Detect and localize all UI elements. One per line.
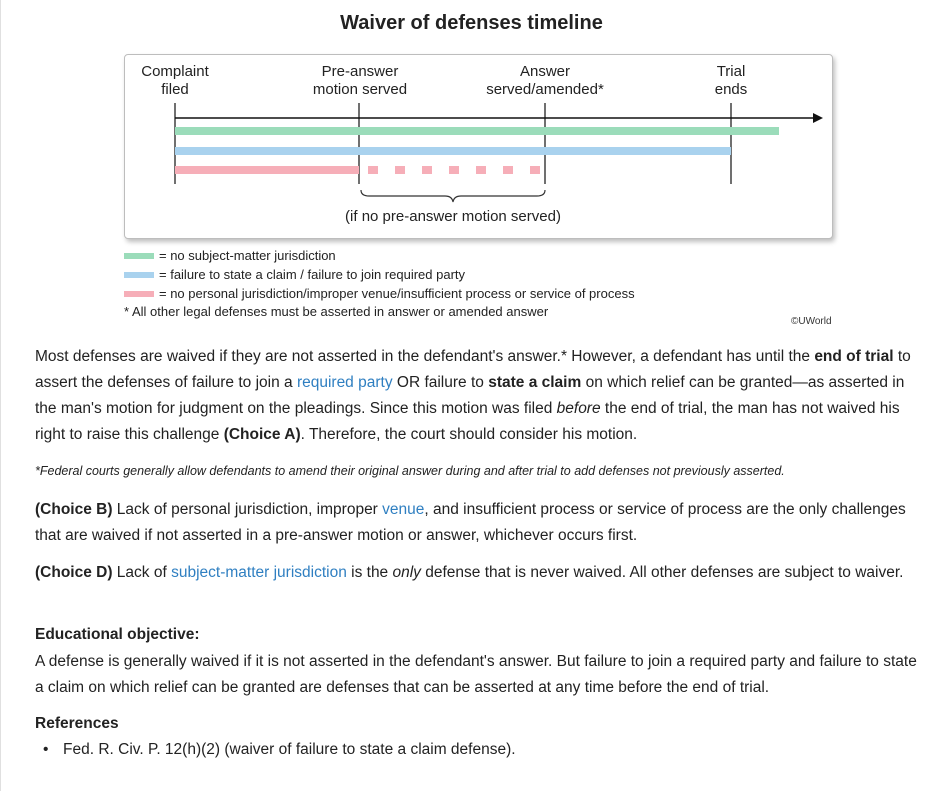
legend-label: = no personal jurisdiction/improper venu… (159, 286, 635, 301)
legend-item: = failure to state a claim / failure to … (124, 265, 635, 284)
legend-note: * All other legal defenses must be asser… (124, 304, 549, 319)
bar-failure-to-state-claim (175, 147, 731, 155)
milestone-label-complaint: Complaint filed (141, 63, 209, 98)
reference-item: • Fed. R. Civ. P. 12(h)(2) (waiver of fai… (35, 741, 516, 759)
choice-d-paragraph: (Choice D) Lack of subject-matter jurisd… (35, 564, 904, 581)
bar-personal-jurisdiction-dashed (368, 166, 540, 174)
brace-label: (if no pre-answer motion served) (345, 208, 561, 225)
venue-link[interactable]: venue (382, 501, 425, 518)
objective-heading: Educational objective: (35, 626, 200, 643)
legend-label: = failure to state a claim / failure to … (159, 267, 466, 282)
milestone-label-answer: Answer served/amended* (486, 63, 604, 98)
legend-item: = no subject-matter jurisdiction (124, 246, 635, 265)
bar-personal-jurisdiction (175, 166, 359, 174)
references-list: • Fed. R. Civ. P. 12(h)(2) (waiver of fai… (35, 741, 516, 759)
timeline-diagram (174, 103, 823, 203)
diagram-frame (124, 54, 833, 239)
milestone-label-trial-ends: Trial ends (714, 63, 748, 98)
milestone-label-pre-answer: Pre-answer motion served (312, 63, 408, 98)
brace-icon (360, 189, 546, 203)
subject-matter-jurisdiction-link[interactable]: subject-matter jurisdiction (171, 564, 347, 581)
legend: = no subject-matter jurisdiction = failu… (124, 246, 635, 303)
legend-swatch-green (124, 252, 154, 259)
required-party-link[interactable]: required party (296, 374, 393, 391)
references-heading: References (35, 715, 119, 732)
legend-swatch-pink (124, 290, 154, 297)
bullet-icon: • (43, 741, 49, 758)
arrow-head-icon (813, 113, 823, 123)
objective-text: A defense is generally waived if it is n… (35, 653, 917, 696)
legend-item: = no personal jurisdiction/improper venu… (124, 284, 635, 303)
footnote: *Federal courts generally allow defendan… (35, 464, 785, 478)
copyright: ©UWorld (791, 316, 832, 327)
bar-subject-matter (175, 127, 779, 135)
legend-swatch-blue (124, 271, 154, 278)
choice-b-paragraph: (Choice B) Lack of personal jurisdiction… (35, 501, 906, 544)
legend-label: = no subject-matter jurisdiction (159, 248, 336, 263)
figure-title: Waiver of defenses timeline (340, 12, 603, 34)
explanation-paragraph: Most defenses are waived if they are not… (35, 348, 911, 443)
